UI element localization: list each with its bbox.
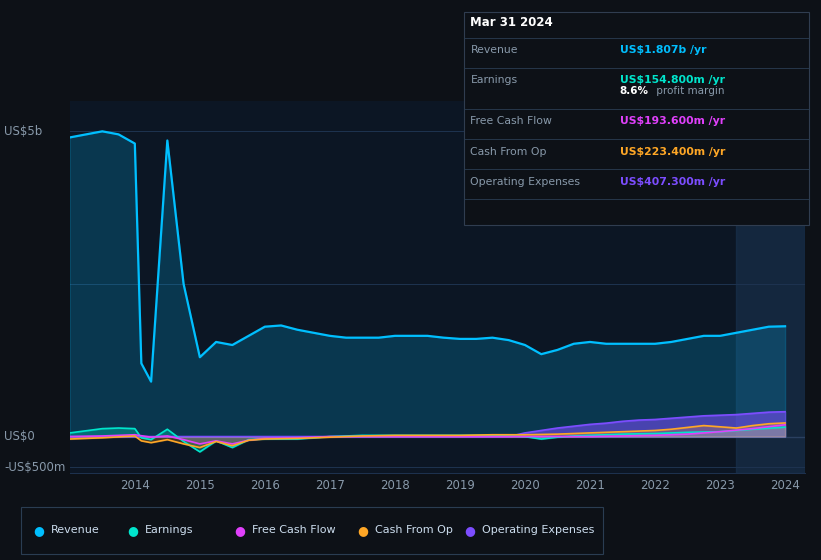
Text: Cash From Op: Cash From Op	[375, 525, 453, 535]
Text: US$407.300m /yr: US$407.300m /yr	[620, 177, 725, 187]
Text: Free Cash Flow: Free Cash Flow	[470, 116, 553, 127]
Text: ●: ●	[357, 524, 368, 537]
Text: ●: ●	[234, 524, 245, 537]
Text: Revenue: Revenue	[470, 45, 518, 55]
Text: US$154.800m /yr: US$154.800m /yr	[620, 76, 725, 86]
Text: 8.6%: 8.6%	[620, 86, 649, 96]
Text: Operating Expenses: Operating Expenses	[470, 177, 580, 187]
Text: ●: ●	[33, 524, 44, 537]
Text: US$223.400m /yr: US$223.400m /yr	[620, 147, 725, 157]
Text: US$193.600m /yr: US$193.600m /yr	[620, 116, 725, 127]
Text: US$1.807b /yr: US$1.807b /yr	[620, 45, 706, 55]
Text: US$5b: US$5b	[4, 125, 43, 138]
Text: Earnings: Earnings	[470, 76, 517, 86]
Bar	[736, 101, 805, 473]
Text: -US$500m: -US$500m	[4, 460, 66, 474]
Text: US$0: US$0	[4, 430, 34, 443]
Text: Operating Expenses: Operating Expenses	[482, 525, 594, 535]
Text: Revenue: Revenue	[51, 525, 99, 535]
Text: Mar 31 2024: Mar 31 2024	[470, 16, 553, 29]
Text: Free Cash Flow: Free Cash Flow	[252, 525, 336, 535]
Text: ●: ●	[464, 524, 475, 537]
Text: Earnings: Earnings	[145, 525, 194, 535]
Text: ●: ●	[127, 524, 138, 537]
Text: profit margin: profit margin	[653, 86, 724, 96]
Text: Cash From Op: Cash From Op	[470, 147, 547, 157]
